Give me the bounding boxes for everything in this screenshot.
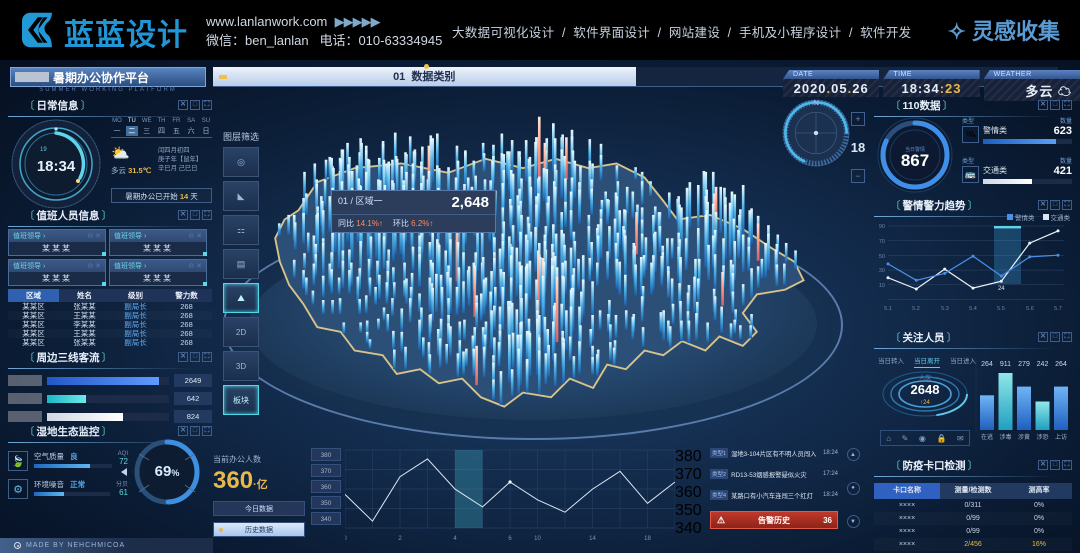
svg-text:50: 50: [879, 254, 885, 260]
svg-text:↑24: ↑24: [920, 400, 930, 406]
svg-text:2648: 2648: [911, 382, 940, 397]
svg-text:30: 30: [879, 268, 885, 274]
svg-text:90: 90: [879, 224, 885, 230]
svg-text:5.4: 5.4: [969, 306, 977, 312]
svg-text:264: 264: [1055, 361, 1067, 368]
svg-text:5.1: 5.1: [884, 306, 892, 312]
svg-text:14: 14: [589, 536, 596, 542]
svg-text:涉黄: 涉黄: [1018, 433, 1030, 441]
svg-text:0: 0: [345, 536, 347, 542]
svg-text:264: 264: [981, 361, 993, 368]
svg-text:在逃: 在逃: [981, 433, 993, 441]
svg-text:上访: 上访: [1055, 433, 1067, 441]
svg-text:5.3: 5.3: [941, 306, 949, 312]
svg-text:911: 911: [1000, 361, 1011, 368]
svg-text:19: 19: [40, 147, 47, 153]
svg-text:24: 24: [998, 286, 1005, 292]
svg-text:5.2: 5.2: [912, 306, 920, 312]
svg-text:N: N: [813, 98, 819, 107]
svg-text:涉毒: 涉毒: [999, 433, 1011, 441]
svg-text:18:34: 18:34: [37, 158, 76, 175]
svg-text:18: 18: [644, 536, 651, 542]
svg-text:人次: 人次: [919, 374, 931, 382]
svg-text:10: 10: [879, 283, 885, 289]
svg-text:5.7: 5.7: [1054, 306, 1062, 312]
svg-text:涉恐: 涉恐: [1036, 433, 1048, 441]
svg-text:70: 70: [879, 239, 885, 245]
svg-text:6: 6: [508, 536, 512, 542]
svg-text:242: 242: [1037, 361, 1049, 368]
svg-text:4: 4: [453, 536, 457, 542]
svg-text:5.6: 5.6: [1026, 306, 1034, 312]
svg-text:10: 10: [534, 536, 541, 542]
svg-text:5.5: 5.5: [997, 306, 1005, 312]
svg-text:2: 2: [398, 536, 402, 542]
svg-text:867: 867: [901, 151, 929, 170]
svg-text:279: 279: [1018, 361, 1030, 368]
